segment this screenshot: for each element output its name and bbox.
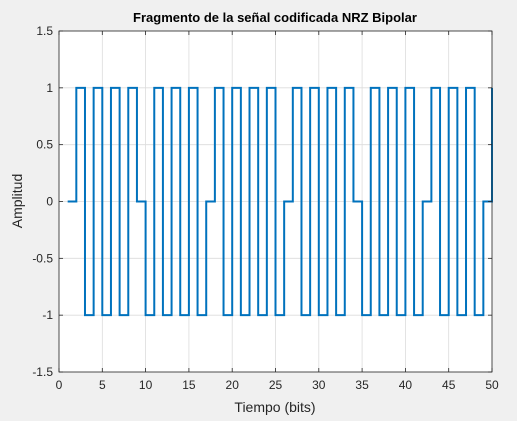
y-tick-label: -0.5 — [32, 251, 53, 265]
x-tick-label: 30 — [312, 378, 326, 392]
x-tick-label: 45 — [442, 378, 456, 392]
y-tick-label: 1 — [46, 81, 53, 95]
x-tick-label: 20 — [226, 378, 240, 392]
x-tick-label: 50 — [485, 378, 499, 392]
x-tick-label: 25 — [269, 378, 283, 392]
x-tick-label: 5 — [99, 378, 106, 392]
x-tick-label: 35 — [355, 378, 369, 392]
y-tick-labels: -1.5 -1 -0.5 0 0.5 1 1.5 — [32, 24, 53, 379]
y-tick-label: -1.5 — [32, 365, 53, 379]
y-tick-label: -1 — [42, 308, 53, 322]
y-tick-label: 0.5 — [36, 138, 53, 152]
x-tick-label: 10 — [139, 378, 153, 392]
y-tick-label: 0 — [46, 195, 53, 209]
x-axis-label: Tiempo (bits) — [234, 399, 315, 415]
y-tick-label: 1.5 — [36, 24, 53, 38]
chart-title: Fragmento de la señal codificada NRZ Bip… — [133, 10, 417, 25]
x-tick-label: 15 — [182, 378, 196, 392]
y-axis-label: Amplitud — [9, 174, 25, 228]
x-tick-label: 0 — [56, 378, 63, 392]
x-tick-label: 40 — [399, 378, 413, 392]
series-line-nrz-bipolar — [67, 86, 493, 317]
tick-marks — [58, 30, 493, 373]
x-tick-labels: 0 5 10 15 20 25 30 35 40 45 50 — [56, 378, 499, 392]
